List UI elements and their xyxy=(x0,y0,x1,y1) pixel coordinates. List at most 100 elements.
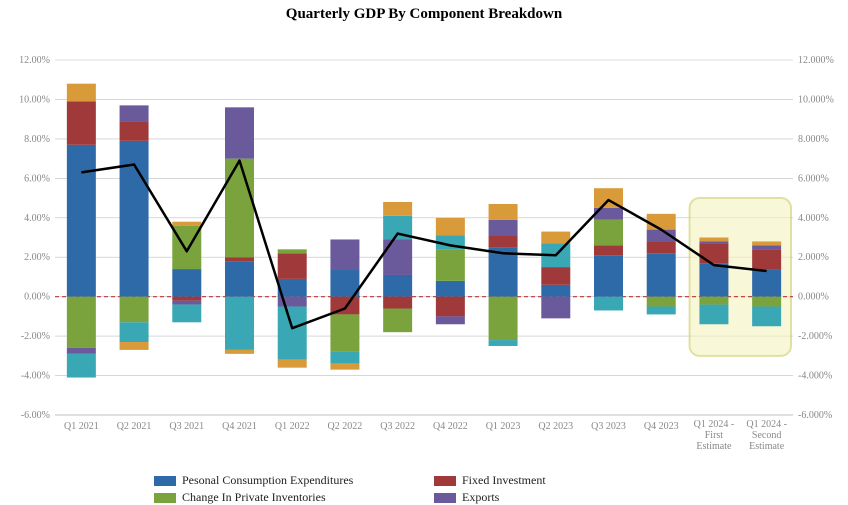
bar-imports xyxy=(699,305,728,325)
bar-government_consumption xyxy=(541,232,570,244)
legend: Pesonal Consumption Expenditures Fixed In… xyxy=(0,470,848,505)
bar-fixed_investment xyxy=(225,257,254,261)
bar-exports xyxy=(489,220,518,236)
bar-government_consumption xyxy=(647,214,676,230)
bar-imports xyxy=(278,307,307,360)
x-axis-label: Q1 2022 xyxy=(275,421,310,432)
bar-exports xyxy=(172,301,201,305)
bar-imports xyxy=(594,297,623,311)
y-axis-label-right: 6.000% xyxy=(798,173,829,184)
bar-imports xyxy=(172,305,201,323)
bar-exports xyxy=(120,105,149,121)
bar-imports xyxy=(647,307,676,315)
bar-exports xyxy=(225,107,254,158)
bar-imports xyxy=(67,354,96,378)
bar-change_private_inventories xyxy=(489,297,518,340)
x-axis-label: Estimate xyxy=(696,441,732,452)
bar-fixed_investment xyxy=(278,253,307,279)
bar-change_private_inventories xyxy=(330,314,359,351)
bar-imports xyxy=(225,297,254,350)
x-axis-label: Estimate xyxy=(749,441,785,452)
bar-fixed_investment xyxy=(120,121,149,141)
bar-change_private_inventories xyxy=(120,297,149,323)
y-axis-label-right: 2.000% xyxy=(798,252,829,263)
legend-swatch xyxy=(154,476,176,486)
bar-government_consumption xyxy=(489,204,518,220)
y-axis-label-right: 8.000% xyxy=(798,134,829,145)
bar-personal_consumption xyxy=(699,263,728,297)
bar-change_private_inventories xyxy=(436,249,465,281)
bar-change_private_inventories xyxy=(647,297,676,307)
bar-fixed_investment xyxy=(489,236,518,248)
chart-svg: -6.00%-6.000%-4.00%-4.000%-2.00%-2.000%0… xyxy=(0,25,848,470)
x-axis-label: Q2 2021 xyxy=(117,421,152,432)
y-axis-label-left: -2.00% xyxy=(21,331,50,342)
bar-change_private_inventories xyxy=(699,297,728,305)
bar-change_private_inventories xyxy=(67,297,96,348)
bar-exports xyxy=(541,297,570,319)
x-axis-label: Q4 2021 xyxy=(222,421,257,432)
chart-area: -6.00%-6.000%-4.00%-4.000%-2.00%-2.000%0… xyxy=(0,25,848,470)
x-axis-label: Q2 2022 xyxy=(328,421,363,432)
y-axis-label-right: -4.000% xyxy=(798,371,832,382)
bar-government_consumption xyxy=(172,222,201,226)
bar-fixed_investment xyxy=(383,297,412,309)
y-axis-label-left: 2.00% xyxy=(24,252,50,263)
y-axis-label-left: -4.00% xyxy=(21,371,50,382)
bar-government_consumption xyxy=(436,218,465,236)
bar-personal_consumption xyxy=(67,145,96,297)
y-axis-label-right: 4.000% xyxy=(798,213,829,224)
bar-imports xyxy=(489,340,518,346)
y-axis-label-left: 4.00% xyxy=(24,213,50,224)
bar-imports xyxy=(120,322,149,342)
y-axis-label-left: 12.00% xyxy=(19,55,50,66)
bar-personal_consumption xyxy=(383,275,412,297)
chart-title: Quarterly GDP By Component Breakdown xyxy=(0,0,848,25)
bar-exports xyxy=(383,239,412,275)
y-axis-label-left: 0.00% xyxy=(24,292,50,303)
bar-government_consumption xyxy=(120,342,149,350)
legend-item: Exports xyxy=(434,490,694,505)
bar-imports xyxy=(330,352,359,364)
bar-government_consumption xyxy=(330,364,359,370)
bar-imports xyxy=(752,307,781,327)
y-axis-label-left: 6.00% xyxy=(24,173,50,184)
y-axis-label-right: -6.000% xyxy=(798,410,832,421)
bar-fixed_investment xyxy=(541,267,570,285)
bar-fixed_investment xyxy=(436,297,465,317)
legend-swatch xyxy=(434,493,456,503)
x-axis-label: Q1 2023 xyxy=(486,421,521,432)
x-axis-label: Q4 2023 xyxy=(644,421,679,432)
bar-fixed_investment xyxy=(647,241,676,253)
legend-item: Change In Private Inventories xyxy=(154,490,414,505)
bar-fixed_investment xyxy=(172,297,201,301)
legend-label: Fixed Investment xyxy=(462,473,546,488)
y-axis-label-right: 12.000% xyxy=(798,55,834,66)
bar-change_private_inventories xyxy=(278,249,307,253)
bar-change_private_inventories xyxy=(594,220,623,246)
legend-item: Fixed Investment xyxy=(434,473,694,488)
y-axis-label-left: -6.00% xyxy=(21,410,50,421)
bar-personal_consumption xyxy=(647,253,676,296)
legend-swatch xyxy=(434,476,456,486)
bar-government_consumption xyxy=(752,241,781,245)
y-axis-label-left: 10.00% xyxy=(19,94,50,105)
legend-label: Change In Private Inventories xyxy=(182,490,326,505)
bar-personal_consumption xyxy=(436,281,465,297)
bar-fixed_investment xyxy=(67,101,96,144)
bar-change_private_inventories xyxy=(225,159,254,258)
bar-fixed_investment xyxy=(594,245,623,255)
bar-government_consumption xyxy=(383,202,412,216)
y-axis-label-right: 10.000% xyxy=(798,94,834,105)
x-axis-label: Q3 2023 xyxy=(591,421,626,432)
bar-personal_consumption xyxy=(541,285,570,297)
legend-label: Pesonal Consumption Expenditures xyxy=(182,473,353,488)
y-axis-label-right: 0.000% xyxy=(798,292,829,303)
x-axis-label: Q2 2023 xyxy=(538,421,573,432)
x-axis-label: Q4 2022 xyxy=(433,421,468,432)
bar-personal_consumption xyxy=(594,255,623,296)
bar-personal_consumption xyxy=(225,261,254,297)
x-axis-label: Q3 2021 xyxy=(169,421,204,432)
bar-fixed_investment xyxy=(752,249,781,269)
bar-personal_consumption xyxy=(172,269,201,297)
